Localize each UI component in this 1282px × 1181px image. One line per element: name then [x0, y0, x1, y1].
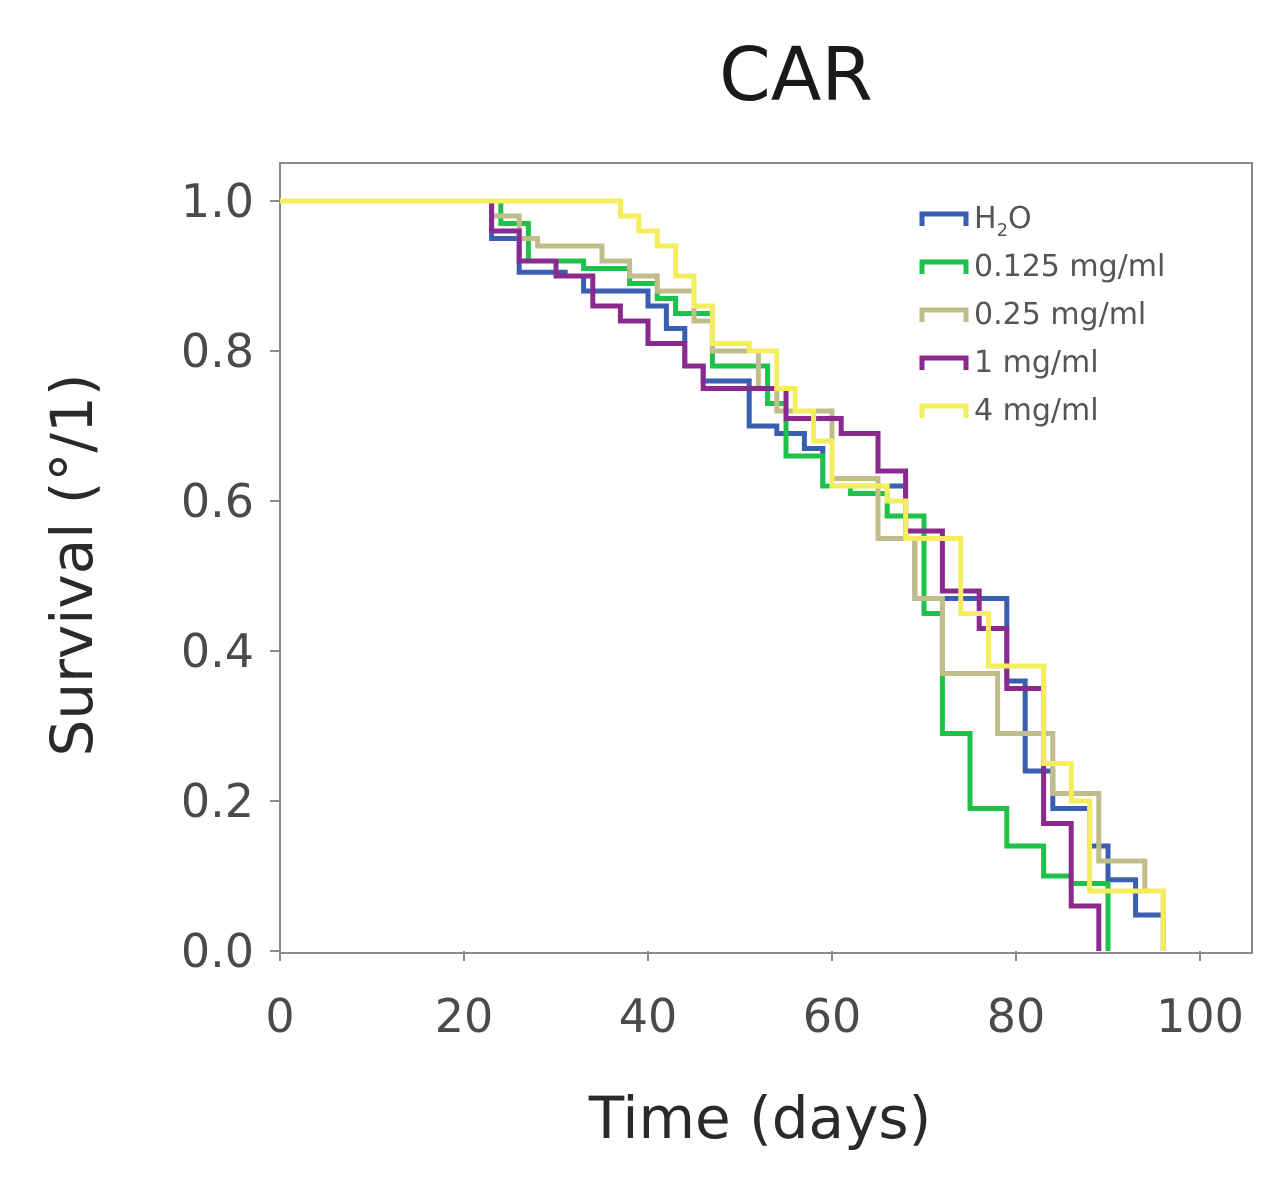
x-axis: 0 20 40 60 80 100 — [265, 951, 1244, 1043]
series-line-0-25-mg-ml — [280, 198, 1166, 951]
y-tick-label: 0.2 — [181, 774, 254, 828]
legend-label-0-25-mg-ml: 0.25 mg/ml — [974, 297, 1146, 332]
x-tick-label: 40 — [619, 989, 678, 1043]
plot-frame — [279, 162, 1253, 954]
x-axis-label: Time (days) — [588, 1084, 932, 1152]
y-tick-label: 0.6 — [181, 474, 254, 528]
series-line-h2o — [280, 198, 1166, 951]
x-tick-label: 100 — [1156, 989, 1244, 1043]
legend: H2O 0.125 mg/ml 0.25 mg/ml 1 mg/ml 4 mg/ml — [919, 201, 1165, 428]
legend-label-4-mg-ml: 4 mg/ml — [974, 393, 1099, 428]
series-line-1-mg-ml — [280, 198, 1102, 951]
y-tick-label: 0.8 — [181, 324, 254, 378]
legend-label-1-mg-ml: 1 mg/ml — [974, 345, 1099, 380]
x-tick-label: 20 — [435, 989, 494, 1043]
y-axis-label: Survival (°/1) — [38, 374, 106, 757]
legend-swatch-0-125-mg-ml — [919, 259, 969, 274]
series-line-0-125-mg-ml — [280, 198, 1111, 951]
y-tick-label: 0.0 — [181, 924, 254, 978]
y-tick-label: 1.0 — [181, 174, 254, 228]
x-tick-label: 60 — [803, 989, 862, 1043]
legend-label-h2o: H2O — [974, 201, 1032, 241]
legend-label-0-125-mg-ml: 0.125 mg/ml — [974, 249, 1165, 284]
x-tick-label: 0 — [265, 989, 294, 1043]
legend-swatch-h2o — [919, 211, 969, 226]
y-tick-label: 0.4 — [181, 624, 254, 678]
chart-title: CAR — [719, 32, 873, 118]
legend-swatch-1-mg-ml — [919, 355, 969, 370]
series-line-4-mg-ml — [280, 198, 1166, 951]
legend-swatch-0-25-mg-ml — [919, 307, 969, 322]
legend-swatch-4-mg-ml — [919, 403, 969, 418]
series-layer — [280, 198, 1166, 951]
x-tick-label: 80 — [987, 989, 1046, 1043]
y-axis: 0.0 0.2 0.4 0.6 0.8 1.0 — [181, 174, 280, 978]
